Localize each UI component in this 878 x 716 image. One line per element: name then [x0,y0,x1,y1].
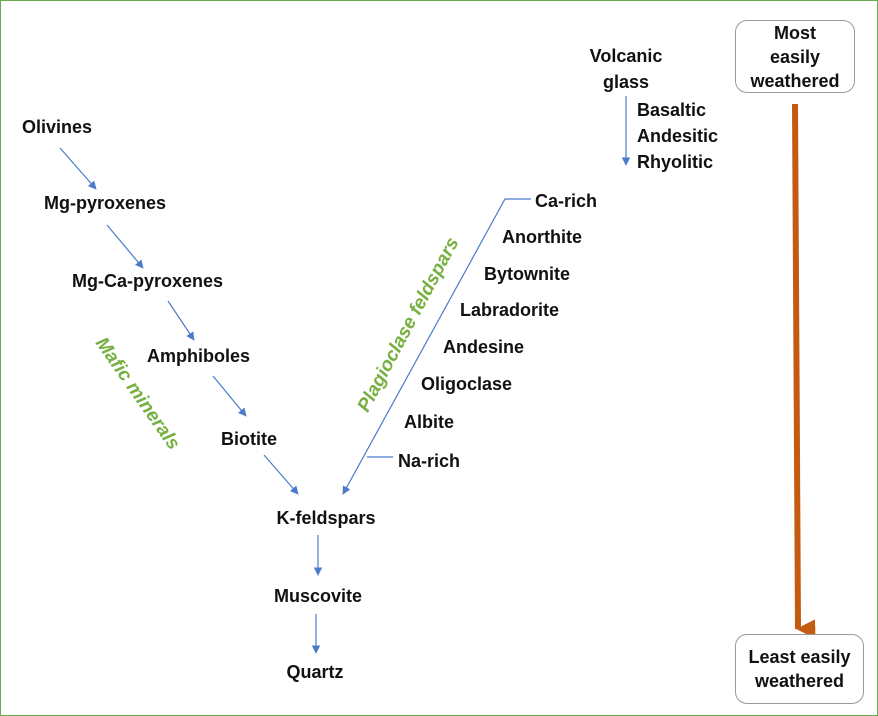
most-easily-weathered-line2: easily [769,46,821,67]
mineral-mg-pyroxenes: Mg-pyroxenes [44,193,167,213]
arrow-mg-ca-pyroxenes-to-amphiboles [167,300,195,341]
arrow-biotite-to-k-feldspars [263,454,299,495]
volcanic-glass-title-line1: Volcanic [589,46,663,66]
volcanic-glass-andesitic: Andesitic [637,126,719,146]
mineral-k-feldspars: K-feldspars [276,508,376,528]
weathering-scale-arrow [792,103,816,639]
plagioclase-na-rich: Na-rich [398,451,461,471]
most-easily-weathered-line3: weathered [750,70,840,91]
most-easily-weathered-line1: Most [774,22,816,43]
plagioclase-andesine: Andesine [443,337,525,357]
volcanic-glass-title-line2: glass [602,72,650,92]
mineral-amphiboles: Amphiboles [147,346,251,366]
volcanic-glass-basaltic: Basaltic [637,100,707,120]
volcanic-glass-rhyolitic: Rhyolitic [637,152,714,172]
mineral-olivines: Olivines [22,117,93,137]
arrow-amphiboles-to-biotite [212,375,247,417]
plagioclase-ca-rich: Ca-rich [535,191,598,211]
arrow-mg-pyroxenes-to-mg-ca-pyroxenes [106,224,144,269]
most-easily-weathered-box: Most easily weathered [735,20,855,93]
mineral-quartz: Quartz [286,662,344,682]
plagioclase-oligoclase: Oligoclase [421,374,513,394]
plagioclase-bracket [342,198,531,495]
arrow-olivines-to-mg-pyroxenes [59,147,97,190]
plagioclase-anorthite: Anorthite [502,227,582,247]
least-easily-weathered-line2: weathered [754,671,845,691]
mineral-muscovite: Muscovite [273,586,363,606]
least-easily-weathered-box: Least easily weathered [735,634,864,704]
plagioclase-albite: Albite [404,412,455,432]
least-easily-weathered-line1: Least easily [748,647,851,667]
plagioclase-labradorite: Labradorite [460,300,560,320]
mineral-mg-ca-pyroxenes: Mg-Ca-pyroxenes [72,271,224,291]
plagioclase-bytownite: Bytownite [484,264,571,284]
mineral-biotite: Biotite [221,429,277,449]
